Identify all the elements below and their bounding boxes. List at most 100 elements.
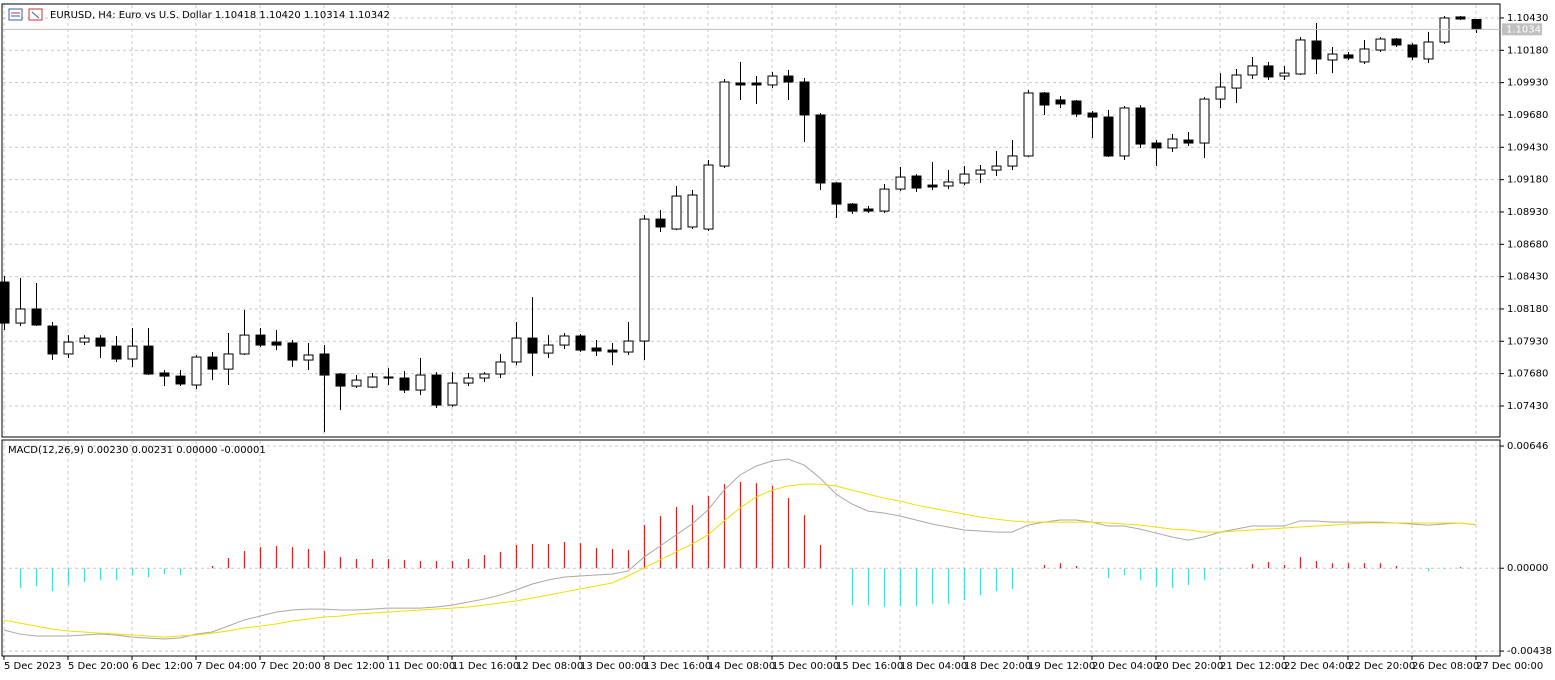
x-tick-label: 22 Dec 04:00: [1284, 661, 1351, 672]
x-tick-label: 6 Dec 12:00: [132, 661, 193, 672]
y-tick-label: 0.00646: [1507, 441, 1548, 452]
candle-body: [1343, 54, 1354, 59]
candle-body: [79, 337, 90, 343]
candle-body: [223, 353, 234, 370]
candle-body: [623, 340, 634, 353]
y-tick-label: 1.09180: [1507, 175, 1548, 186]
x-tick-label: 22 Dec 20:00: [1348, 661, 1415, 672]
candle-body: [1311, 40, 1322, 60]
candle-body: [1135, 107, 1146, 145]
candle-body: [767, 75, 778, 86]
x-tick-label: 7 Dec 04:00: [196, 661, 257, 672]
candle-body: [1023, 92, 1034, 157]
candle-body: [1055, 99, 1066, 105]
candle-body: [31, 308, 42, 326]
candle-body: [1279, 72, 1290, 77]
candle-body: [607, 349, 618, 353]
candle-body: [1215, 86, 1226, 100]
pane-frame: [1, 3, 1501, 438]
candle-body: [831, 182, 842, 205]
x-tick-label: 20 Dec 20:00: [1156, 661, 1223, 672]
x-tick-label: 13 Dec 00:00: [580, 661, 647, 672]
x-tick-label: 7 Dec 20:00: [260, 661, 321, 672]
y-tick-label: 1.07430: [1507, 401, 1548, 412]
candle-body: [335, 373, 346, 387]
candle-body: [239, 334, 250, 355]
y-tick-label: 0.00000: [1507, 563, 1548, 574]
x-tick-label: 14 Dec 08:00: [708, 661, 775, 672]
y-tick-label: 1.07680: [1507, 369, 1548, 380]
macd-line: [3, 483, 1477, 638]
x-tick-label: 19 Dec 12:00: [1028, 661, 1095, 672]
candle-body: [975, 169, 986, 175]
candle-body: [1247, 65, 1258, 76]
x-tick-label: 15 Dec 16:00: [836, 661, 903, 672]
candle-body: [1263, 65, 1274, 78]
y-tick-label: 1.09680: [1507, 110, 1548, 121]
candle-body: [847, 203, 858, 212]
candle-body: [1119, 107, 1130, 157]
candle-body: [703, 164, 714, 230]
indicator-title: MACD(12,26,9) 0.00230 0.00231 0.00000 -0…: [8, 445, 266, 456]
histogram: [19, 481, 1478, 608]
candle-body: [495, 361, 506, 375]
toolbar-icons: [8, 8, 43, 21]
candle-body: [1103, 116, 1114, 157]
candle-body: [0, 281, 10, 324]
candle-body: [1151, 142, 1162, 149]
candle-body: [175, 375, 186, 385]
candle-body: [1439, 17, 1450, 43]
candle-body: [895, 176, 906, 190]
candle-body: [1295, 39, 1306, 75]
candle-body: [671, 195, 682, 230]
x-tick-label: 18 Dec 20:00: [964, 661, 1031, 672]
x-tick-label: 5 Dec 2023: [4, 661, 62, 672]
y-tick-label: 1.08930: [1507, 207, 1548, 218]
candle-body: [15, 308, 26, 324]
candle-body: [655, 218, 666, 228]
candle-body: [431, 374, 442, 406]
macd-line: [3, 458, 1477, 640]
x-tick-label: 18 Dec 04:00: [900, 661, 967, 672]
x-tick-label: 11 Dec 16:00: [452, 661, 519, 672]
y-tick-label: 1.09930: [1507, 78, 1548, 89]
candle-body: [927, 184, 938, 188]
icon: [8, 8, 23, 21]
y-tick-label: 1.08430: [1507, 272, 1548, 283]
y-tick-label: 1.10430: [1507, 13, 1548, 24]
y-tick-label: 1.10180: [1507, 45, 1548, 56]
icon-line: [31, 11, 40, 19]
x-tick-label: 8 Dec 12:00: [324, 661, 385, 672]
x-tick-label: 15 Dec 00:00: [772, 661, 839, 672]
x-tick-label: 12 Dec 08:00: [516, 661, 583, 672]
candle-body: [575, 335, 586, 351]
candle-body: [943, 181, 954, 187]
candle-body: [879, 188, 890, 212]
candle-body: [63, 341, 74, 355]
candle-body: [367, 376, 378, 388]
candle-body: [207, 356, 218, 370]
candle-body: [351, 379, 362, 387]
y-tick-label: 1.08180: [1507, 304, 1548, 315]
candle-body: [1183, 139, 1194, 144]
candle-body: [383, 376, 394, 379]
candle-body: [1071, 100, 1082, 115]
candle-body: [287, 342, 298, 361]
candle-body: [1007, 155, 1018, 167]
y-tick-label: 1.09430: [1507, 142, 1548, 153]
y-tick-label: 1.08680: [1507, 239, 1548, 250]
x-tick-label: 5 Dec 20:00: [68, 661, 129, 672]
candle-body: [303, 354, 314, 361]
candle-body: [95, 337, 106, 347]
candle-body: [591, 347, 602, 352]
candle-body: [399, 377, 410, 391]
pane-frame: [1, 439, 1501, 657]
chart-title: EURUSD, H4: Euro vs U.S. Dollar 1.10418 …: [50, 10, 390, 21]
bid-label: 1.10342: [1506, 24, 1547, 35]
candle-body: [1471, 19, 1482, 30]
x-tick-label: 11 Dec 00:00: [388, 661, 455, 672]
x-tick-label: 20 Dec 04:00: [1092, 661, 1159, 672]
